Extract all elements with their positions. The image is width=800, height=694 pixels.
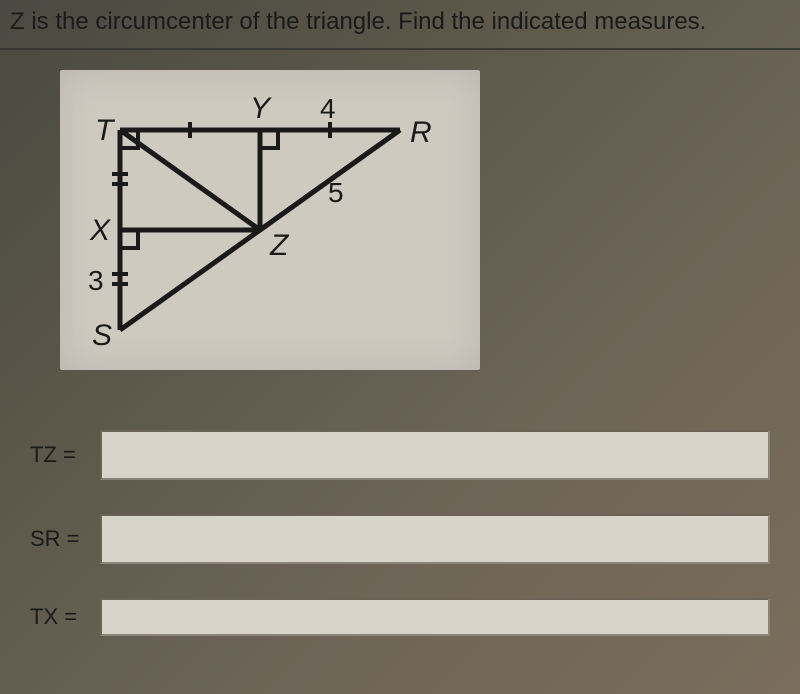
answer-row-TZ: TZ = — [30, 430, 770, 480]
answer-label-TZ: TZ = — [30, 442, 100, 468]
measure-YR: 4 — [320, 93, 336, 124]
answer-input-SR[interactable] — [100, 514, 770, 564]
right-angle-Y — [260, 130, 278, 148]
measure-XS: 3 — [88, 265, 104, 296]
label-R: R — [410, 116, 432, 149]
label-Y: Y — [250, 92, 272, 125]
measure-RZ: 5 — [328, 177, 344, 208]
answer-row-TX: TX = — [30, 598, 770, 636]
label-Z: Z — [269, 229, 290, 262]
answer-input-TZ[interactable] — [100, 430, 770, 480]
label-X: X — [89, 214, 111, 247]
diagram-svg: T R S Y X Z 4 5 3 — [60, 70, 480, 370]
answer-row-SR: SR = — [30, 514, 770, 564]
answer-label-SR: SR = — [30, 526, 100, 552]
answer-input-TX[interactable] — [100, 598, 770, 636]
answers-section: TZ = SR = TX = — [30, 430, 770, 636]
label-T: T — [95, 114, 116, 147]
right-angle-X — [120, 230, 138, 248]
label-S: S — [92, 319, 112, 352]
segment-TZ — [120, 130, 260, 230]
triangle-diagram: T R S Y X Z 4 5 3 — [60, 70, 480, 370]
answer-label-TX: TX = — [30, 604, 100, 630]
question-text: Z is the circumcenter of the triangle. F… — [10, 8, 706, 36]
divider — [0, 48, 800, 50]
